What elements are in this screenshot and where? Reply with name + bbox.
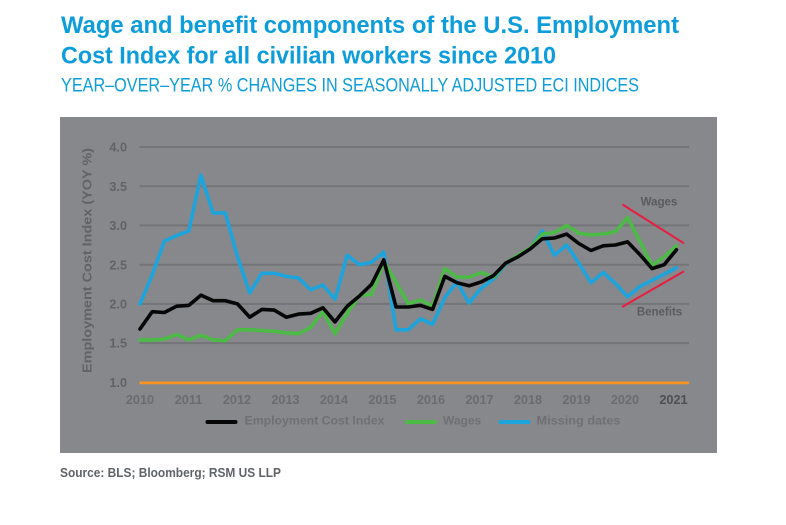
svg-text:2013: 2013 [271, 393, 299, 407]
svg-text:Benefits: Benefits [637, 306, 682, 318]
svg-text:2018: 2018 [514, 393, 542, 407]
svg-text:Wages: Wages [641, 197, 678, 209]
svg-text:2011: 2011 [175, 393, 203, 407]
svg-text:2016: 2016 [417, 393, 445, 407]
svg-text:2021: 2021 [659, 393, 687, 407]
svg-text:1.0: 1.0 [109, 376, 127, 390]
svg-text:Missing dates: Missing dates [537, 414, 621, 428]
svg-text:Wage and benefit components of: Wage and benefit components of the U.S. … [61, 12, 679, 39]
svg-text:2014: 2014 [320, 393, 348, 407]
svg-text:YEAR–OVER–YEAR % CHANGES IN SE: YEAR–OVER–YEAR % CHANGES IN SEASONALLY A… [61, 76, 639, 97]
svg-text:Cost Index for all civilian wo: Cost Index for all civilian workers sinc… [61, 42, 556, 69]
svg-text:4.0: 4.0 [109, 141, 127, 155]
svg-text:2.5: 2.5 [109, 258, 127, 272]
svg-text:2.0: 2.0 [109, 298, 127, 312]
svg-text:2010: 2010 [126, 393, 154, 407]
svg-text:Wages: Wages [443, 414, 482, 428]
svg-text:3.5: 3.5 [109, 180, 127, 194]
svg-text:2015: 2015 [368, 393, 396, 407]
svg-text:3.0: 3.0 [109, 219, 127, 233]
svg-text:2017: 2017 [465, 393, 493, 407]
svg-text:2020: 2020 [611, 393, 639, 407]
svg-text:2012: 2012 [223, 393, 251, 407]
svg-text:1.5: 1.5 [109, 337, 127, 351]
svg-text:Source: BLS; Bloomberg; RSM US: Source: BLS; Bloomberg; RSM US LLP [60, 466, 281, 480]
svg-text:2019: 2019 [562, 393, 590, 407]
svg-text:Employment Cost Index (YOY %): Employment Cost Index (YOY %) [81, 148, 95, 373]
svg-text:Employment Cost Index: Employment Cost Index [245, 414, 385, 428]
